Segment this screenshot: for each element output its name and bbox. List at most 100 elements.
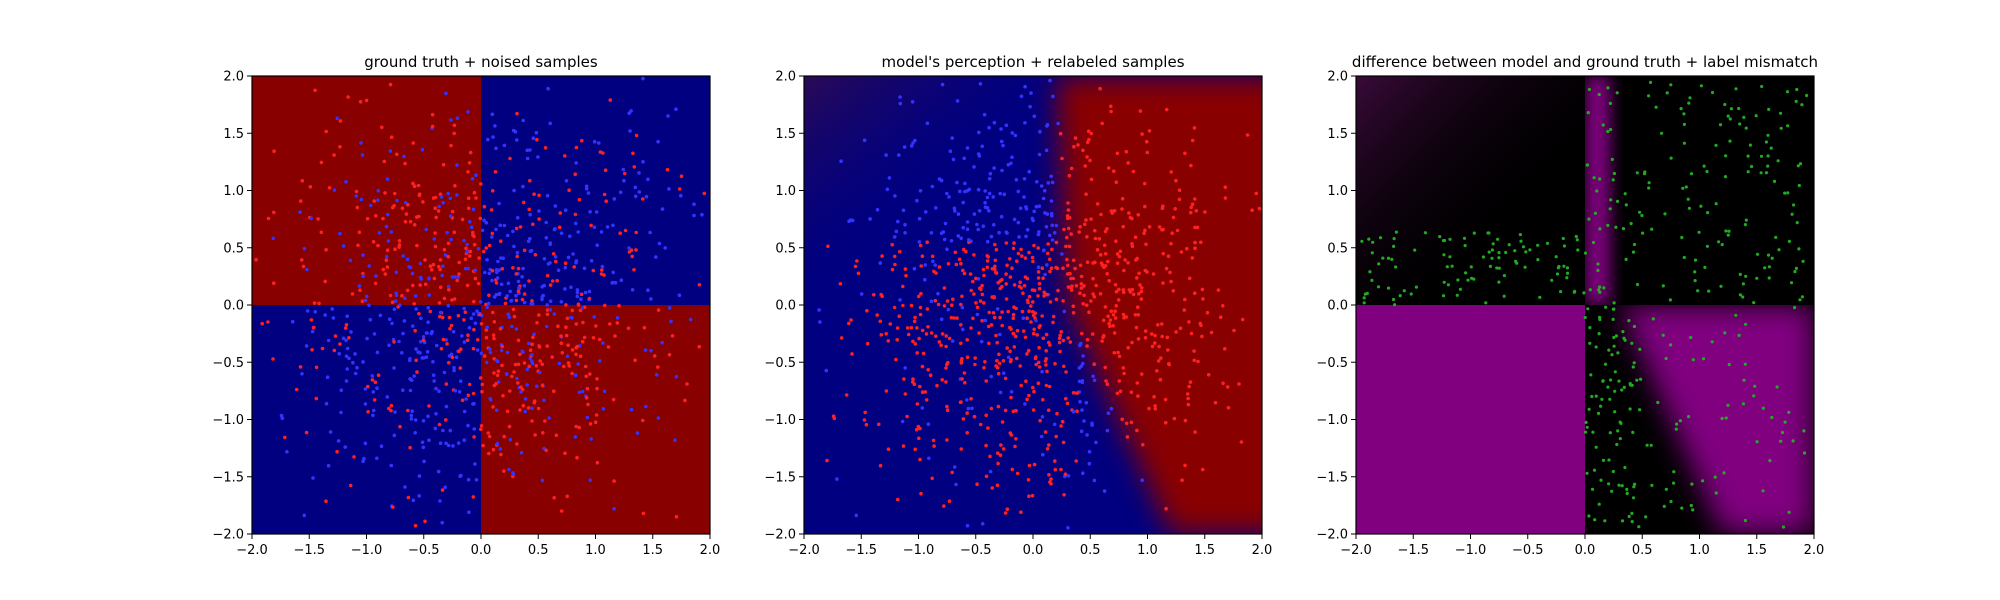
data-point bbox=[886, 339, 891, 343]
data-point bbox=[1163, 420, 1168, 425]
data-point bbox=[1609, 198, 1613, 202]
data-point bbox=[466, 206, 471, 211]
data-point bbox=[1649, 80, 1653, 84]
data-point bbox=[1193, 430, 1197, 434]
data-point bbox=[959, 341, 963, 346]
data-point bbox=[1115, 261, 1120, 266]
data-point bbox=[1592, 176, 1596, 180]
data-point bbox=[358, 288, 362, 293]
data-point bbox=[437, 301, 442, 305]
data-point bbox=[438, 310, 443, 315]
data-point bbox=[346, 95, 350, 99]
data-point bbox=[509, 298, 514, 303]
data-point bbox=[1016, 220, 1021, 225]
data-point bbox=[283, 435, 287, 440]
data-point bbox=[913, 342, 918, 346]
data-point bbox=[1693, 258, 1698, 262]
data-point bbox=[654, 373, 659, 377]
data-point bbox=[1630, 341, 1634, 345]
data-point bbox=[408, 265, 413, 270]
data-point bbox=[1183, 297, 1187, 302]
data-point bbox=[1705, 169, 1709, 174]
data-point bbox=[443, 253, 448, 257]
data-point bbox=[1025, 397, 1029, 402]
data-point bbox=[999, 443, 1003, 447]
data-point bbox=[1143, 268, 1148, 273]
data-point bbox=[383, 191, 387, 195]
data-point bbox=[656, 365, 660, 369]
data-point bbox=[324, 129, 329, 134]
data-point bbox=[536, 406, 541, 411]
data-point bbox=[850, 352, 854, 356]
data-point bbox=[674, 107, 678, 111]
data-point bbox=[1122, 371, 1126, 376]
data-point bbox=[388, 293, 393, 298]
data-point bbox=[534, 130, 539, 135]
data-point bbox=[574, 161, 578, 165]
data-point bbox=[1139, 297, 1144, 301]
data-point bbox=[1538, 295, 1542, 299]
data-point bbox=[465, 338, 470, 343]
data-point bbox=[1693, 279, 1697, 283]
data-point bbox=[371, 413, 375, 418]
data-point bbox=[628, 129, 632, 133]
data-point bbox=[400, 351, 404, 355]
data-point bbox=[425, 350, 430, 354]
data-point bbox=[1014, 408, 1018, 413]
data-point bbox=[452, 230, 457, 235]
data-point bbox=[1687, 206, 1691, 210]
data-point bbox=[484, 221, 489, 225]
data-point bbox=[540, 478, 545, 483]
data-point bbox=[630, 254, 634, 259]
data-point bbox=[1376, 285, 1381, 289]
data-point bbox=[1190, 202, 1195, 206]
data-point bbox=[613, 280, 618, 285]
data-point bbox=[475, 338, 480, 342]
data-point bbox=[1441, 294, 1446, 298]
data-point bbox=[569, 285, 573, 290]
data-point bbox=[1089, 217, 1093, 221]
data-point bbox=[411, 283, 415, 288]
data-point bbox=[1674, 427, 1678, 431]
data-point bbox=[1169, 279, 1173, 284]
data-point bbox=[1164, 107, 1169, 112]
data-point bbox=[446, 254, 451, 259]
data-point bbox=[865, 309, 869, 313]
data-point bbox=[884, 389, 889, 393]
data-point bbox=[1046, 251, 1050, 256]
data-point bbox=[1171, 289, 1176, 293]
data-point bbox=[1004, 282, 1008, 286]
data-point bbox=[1601, 379, 1605, 383]
data-point bbox=[945, 438, 949, 442]
data-point bbox=[1496, 237, 1500, 241]
data-point bbox=[544, 236, 549, 240]
data-point bbox=[818, 320, 822, 324]
data-point bbox=[1370, 278, 1374, 282]
x-tick-label: −1.5 bbox=[845, 543, 877, 558]
data-point bbox=[868, 217, 872, 221]
data-point bbox=[1041, 397, 1045, 402]
data-point bbox=[1665, 91, 1669, 95]
data-point bbox=[1631, 430, 1635, 434]
data-point bbox=[344, 338, 348, 343]
data-point bbox=[580, 306, 585, 310]
data-point bbox=[496, 369, 501, 374]
data-point bbox=[1602, 286, 1606, 290]
data-point bbox=[1029, 91, 1033, 95]
data-point bbox=[544, 220, 548, 225]
data-point bbox=[1755, 252, 1760, 256]
data-point bbox=[998, 191, 1002, 196]
data-point bbox=[1594, 345, 1598, 349]
data-point bbox=[499, 239, 503, 243]
data-point bbox=[956, 234, 961, 238]
data-point bbox=[545, 273, 550, 278]
y-tick-label: 0.5 bbox=[223, 241, 244, 256]
data-point bbox=[989, 323, 994, 327]
data-point bbox=[1783, 420, 1787, 424]
data-point bbox=[442, 370, 447, 375]
data-point bbox=[946, 360, 950, 365]
data-point bbox=[1172, 416, 1177, 421]
data-point bbox=[412, 223, 417, 227]
data-point bbox=[1550, 278, 1554, 282]
y-axis-ticks: −2.0−1.5−1.0−0.50.00.51.01.52.0 bbox=[764, 70, 804, 543]
